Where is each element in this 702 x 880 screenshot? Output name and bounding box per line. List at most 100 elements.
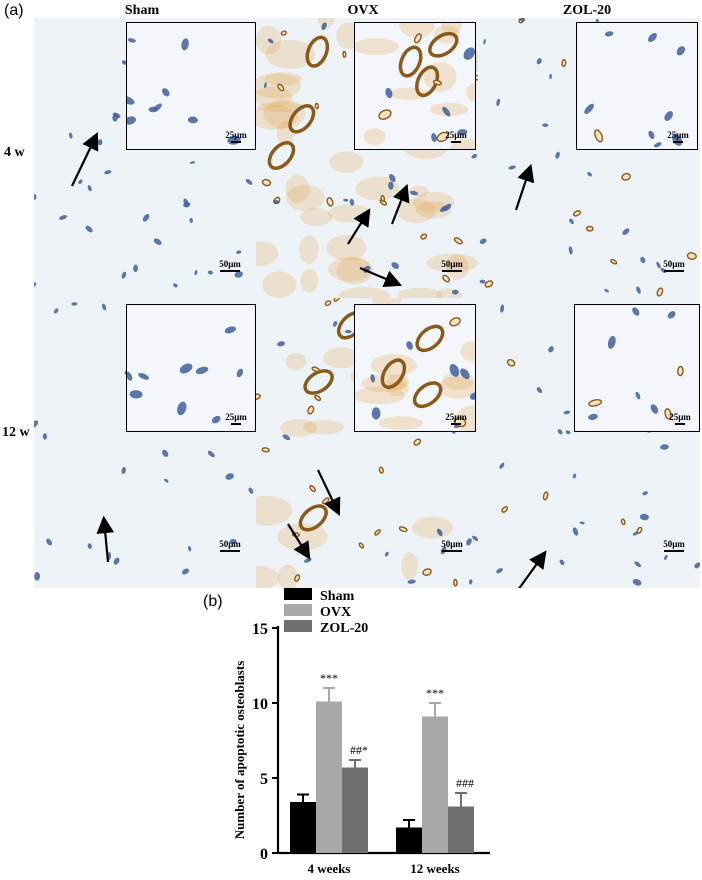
apoptotic-cell (677, 365, 684, 377)
cell-nucleus (635, 391, 641, 400)
main-scale-line (220, 270, 240, 272)
cell-nucleus (508, 165, 516, 170)
column-header-ovx: OVX (347, 3, 379, 18)
cell-nucleus (640, 256, 646, 264)
cell-nucleus (129, 390, 143, 399)
stain-region (399, 23, 435, 38)
apoptotic-cell (326, 197, 334, 207)
stain-region (302, 419, 344, 435)
vessel-lumen (412, 381, 443, 409)
cell-nucleus (189, 161, 196, 164)
main-scale-line (664, 550, 684, 552)
significance-marker: ##* (350, 743, 368, 757)
inset-scale-text: 25μm (667, 130, 689, 140)
inset-scale-bar: 25μm (221, 130, 251, 143)
main-scale-bar: 50μm (432, 259, 472, 272)
cell-nucleus (604, 288, 609, 293)
cell-nucleus (148, 106, 158, 113)
cell-nucleus (46, 538, 52, 546)
legend-label-zol-20: ZOL-20 (320, 621, 368, 636)
stain-region (336, 257, 373, 285)
apoptotic-cell (309, 485, 317, 493)
cell-nucleus (442, 106, 451, 117)
cell-nucleus (173, 283, 178, 288)
stain-region (466, 82, 475, 102)
arrow-indicator (390, 183, 410, 225)
bar-zol-20-1 (448, 806, 474, 853)
cell-nucleus (225, 473, 234, 480)
cell-nucleus (653, 142, 662, 148)
cell-nucleus (370, 374, 375, 383)
bar-zol-20-0 (342, 767, 368, 853)
stain-region (277, 523, 328, 551)
cell-nucleus (542, 123, 549, 128)
cell-nucleus (520, 18, 526, 22)
apoptotic-cell (594, 129, 604, 143)
cell-nucleus (343, 198, 349, 202)
row-header-4w: 4 w (4, 145, 25, 160)
apoptotic-cell (256, 393, 261, 401)
cell-nucleus (177, 401, 187, 416)
significance-marker: *** (320, 671, 338, 685)
cell-nucleus (371, 407, 381, 420)
micrograph-sham-4w: 25μm 50μm (34, 18, 256, 308)
stain-region (256, 566, 280, 588)
cell-nucleus (332, 321, 338, 327)
cell-nucleus (471, 153, 478, 159)
cell-nucleus (563, 410, 571, 415)
apoptotic-cell (324, 300, 332, 307)
arrow-indicator (287, 523, 311, 560)
cell-nucleus (549, 73, 552, 80)
cell-nucleus (71, 302, 78, 306)
cell-nucleus (466, 538, 472, 546)
cell-nucleus (282, 434, 291, 441)
apoptotic-cell (621, 172, 631, 181)
cell-nucleus (207, 270, 214, 275)
inset-scale-text: 25μm (225, 130, 247, 140)
cell-nucleus (607, 335, 616, 349)
inset-scale-line (231, 141, 241, 143)
apoptotic-cell (314, 102, 320, 110)
cell-nucleus (642, 491, 648, 496)
apoptotic-cell (280, 30, 287, 36)
cell-nucleus (211, 415, 221, 424)
legend-label-sham: Sham (320, 589, 355, 604)
cell-nucleus (78, 179, 83, 185)
main-scale-text: 50μm (663, 259, 685, 269)
y-axis-label: Number of apoptotic osteoblasts (232, 661, 247, 840)
cell-nucleus (483, 39, 486, 45)
cell-nucleus (207, 450, 215, 458)
inset-scale-text: 25μm (445, 412, 467, 422)
cell-nucleus (277, 341, 285, 347)
magnified-inset: 25μm (126, 304, 256, 432)
apoptotic-cell (501, 506, 509, 513)
magnified-inset: 25μm (574, 304, 700, 432)
cell-nucleus (548, 346, 554, 353)
vessel-lumen (428, 31, 459, 58)
cell-nucleus (648, 32, 657, 43)
inset-scale-line (675, 423, 685, 425)
chart-bars: *** ##* *** ### (290, 671, 474, 853)
cell-nucleus (584, 103, 594, 115)
stain-region (396, 198, 436, 224)
inset-scale-text: 25μm (225, 412, 247, 422)
cell-nucleus (632, 579, 642, 586)
cell-nucleus (42, 433, 48, 440)
stain-region (285, 174, 310, 203)
cell-nucleus (572, 527, 579, 536)
main-scale-bar: 50μm (210, 539, 250, 552)
inset-scale-bar: 25μm (665, 412, 695, 425)
cell-nucleus (53, 308, 59, 314)
magnified-inset: 25μm (576, 22, 698, 150)
apoptotic-cell (314, 394, 322, 402)
apoptotic-cell (585, 225, 594, 232)
cell-nucleus (632, 307, 640, 316)
apoptotic-cell (432, 79, 442, 86)
cell-nucleus (153, 238, 162, 245)
stain-region (355, 176, 400, 201)
apoptotic-cell (449, 317, 461, 327)
cell-nucleus (194, 270, 198, 276)
cell-nucleus (472, 535, 478, 542)
cell-nucleus (162, 449, 169, 457)
cell-nucleus (349, 198, 355, 206)
